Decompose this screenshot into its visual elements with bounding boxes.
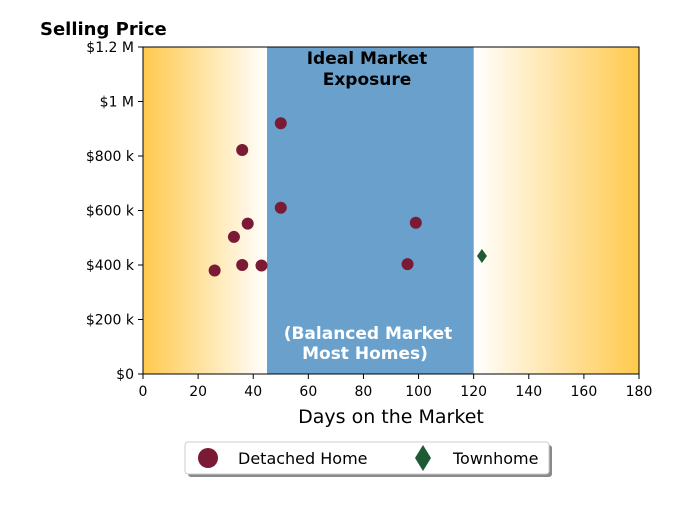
y-axis: $0 $200 k $400 k $600 k $800 k $1 M $1.2 M xyxy=(86,40,143,383)
legend: Detached Home Townhome xyxy=(184,441,552,477)
band-bottom-label-line-1: (Balanced Market xyxy=(284,324,453,344)
x-tick-label: 40 xyxy=(244,384,262,400)
y-axis-title: Selling Price xyxy=(40,19,167,40)
detached-home-point xyxy=(401,258,414,271)
legend-label-townhome: Townhome xyxy=(452,449,538,468)
x-tick-label: 140 xyxy=(515,384,542,400)
detached-home-point xyxy=(208,264,221,277)
legend-marker-detached-home xyxy=(198,448,218,468)
y-tick-label: $200 k xyxy=(86,313,135,329)
x-axis-title: Days on the Market xyxy=(298,406,484,428)
detached-home-point xyxy=(409,216,422,229)
ideal-market-band xyxy=(267,47,474,374)
y-tick-label: $0 xyxy=(116,367,134,383)
x-tick-label: 160 xyxy=(571,384,598,400)
x-tick-label: 120 xyxy=(460,384,487,400)
y-tick-label: $400 k xyxy=(86,258,135,274)
band-top-label-line-1: Ideal Market xyxy=(307,49,428,69)
x-tick-label: 0 xyxy=(139,384,148,400)
legend-label-detached-home: Detached Home xyxy=(238,449,368,468)
detached-home-point xyxy=(274,117,287,130)
x-tick-label: 180 xyxy=(626,384,653,400)
band-top-label-line-2: Exposure xyxy=(323,70,412,90)
detached-home-point xyxy=(236,259,249,271)
detached-home-point xyxy=(241,217,254,230)
x-tick-label: 20 xyxy=(189,384,207,400)
y-tick-label: $1 M xyxy=(100,95,134,111)
x-tick-label: 100 xyxy=(405,384,432,400)
x-axis: 0 20 40 60 80 100 120 140 160 180 xyxy=(139,374,653,400)
y-tick-label: $600 k xyxy=(86,204,135,220)
detached-home-point xyxy=(274,201,287,214)
townhome-point xyxy=(476,249,487,264)
detached-home-point xyxy=(255,259,268,272)
legend-marker-townhome xyxy=(415,445,431,471)
band-bottom-label-line-2: Most Homes) xyxy=(302,344,428,364)
data-points xyxy=(208,117,487,277)
detached-home-point xyxy=(227,230,240,243)
x-tick-label: 60 xyxy=(299,384,317,400)
y-tick-label: $1.2 M xyxy=(86,40,134,56)
y-tick-label: $800 k xyxy=(86,149,135,165)
detached-home-point xyxy=(236,144,249,157)
legend-box xyxy=(184,441,550,475)
x-tick-label: 80 xyxy=(355,384,373,400)
